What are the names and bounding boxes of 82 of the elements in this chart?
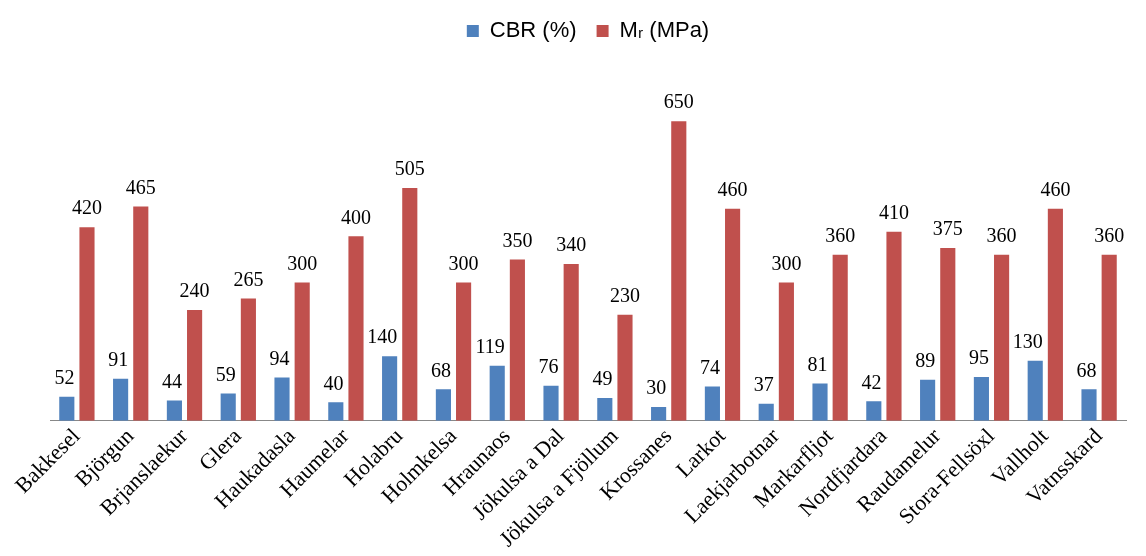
bar	[1047, 208, 1063, 421]
bar	[509, 259, 525, 421]
data-label: 340	[556, 233, 587, 256]
bar	[294, 282, 310, 421]
data-label: 40	[323, 371, 344, 394]
bar	[886, 231, 902, 421]
data-label: 300	[771, 251, 802, 274]
data-label: 265	[233, 267, 264, 290]
bar	[382, 356, 398, 421]
bar	[59, 396, 75, 421]
bar	[187, 310, 203, 421]
data-label: 300	[287, 251, 318, 274]
data-label: 30	[646, 376, 667, 399]
data-label: 42	[861, 370, 882, 393]
data-label: 505	[394, 157, 425, 180]
data-label: 37	[753, 372, 774, 395]
data-label: 400	[340, 205, 371, 228]
data-label: 89	[915, 348, 936, 371]
data-label: 119	[475, 335, 505, 358]
bar	[166, 400, 182, 421]
data-label: 140	[367, 325, 398, 348]
bar	[725, 208, 741, 421]
bar	[489, 365, 505, 421]
bar	[704, 386, 720, 421]
data-label: 44	[161, 369, 182, 392]
bar	[778, 282, 794, 421]
data-label: 360	[825, 224, 856, 247]
data-label: 130	[1012, 330, 1043, 353]
data-label: 94	[269, 346, 290, 369]
bar	[994, 254, 1010, 421]
bar	[940, 247, 956, 421]
bar	[920, 379, 936, 421]
bar	[435, 389, 451, 421]
data-label: 350	[502, 228, 533, 251]
data-label: 81	[807, 352, 828, 375]
data-label: 95	[968, 346, 989, 369]
data-label: 300	[448, 251, 479, 274]
bar	[113, 378, 129, 421]
bar	[563, 264, 579, 421]
bar	[832, 254, 848, 421]
bar	[543, 385, 559, 421]
bar	[1101, 254, 1117, 421]
bar	[1081, 389, 1097, 421]
legend-label: CBR (%)	[489, 17, 577, 43]
bar	[133, 206, 149, 421]
bar	[328, 402, 344, 421]
bar	[1027, 360, 1043, 421]
bar	[220, 393, 236, 421]
data-label: 74	[699, 355, 720, 378]
data-label: 650	[663, 90, 694, 113]
bar	[348, 236, 364, 421]
bar	[456, 282, 472, 421]
data-label: 360	[986, 224, 1017, 247]
data-label: 59	[215, 362, 236, 385]
data-label: 230	[609, 283, 640, 306]
bar	[240, 298, 256, 421]
bar	[402, 187, 418, 421]
data-label: 465	[125, 175, 156, 198]
data-label: 460	[1040, 177, 1071, 200]
bar	[671, 121, 687, 421]
data-label: 91	[108, 348, 129, 371]
data-label: 68	[1076, 358, 1097, 381]
bar	[758, 403, 774, 421]
bar	[597, 398, 613, 421]
bar	[617, 314, 633, 421]
bar	[79, 227, 95, 421]
bar	[866, 401, 882, 421]
bar	[973, 376, 989, 421]
bar	[274, 377, 290, 421]
data-label: 240	[179, 279, 210, 302]
data-label: 460	[717, 177, 748, 200]
data-label: 52	[54, 365, 75, 388]
data-label: 68	[430, 358, 451, 381]
data-label: 410	[878, 200, 909, 223]
data-label: 360	[1094, 224, 1125, 247]
bar	[651, 406, 667, 421]
data-label: 76	[538, 354, 559, 377]
data-label: 49	[592, 367, 613, 390]
bar	[812, 383, 828, 421]
data-label: 420	[71, 196, 102, 219]
data-label: 375	[932, 217, 963, 240]
legend-label: Mᵣ (MPa)	[619, 17, 710, 43]
